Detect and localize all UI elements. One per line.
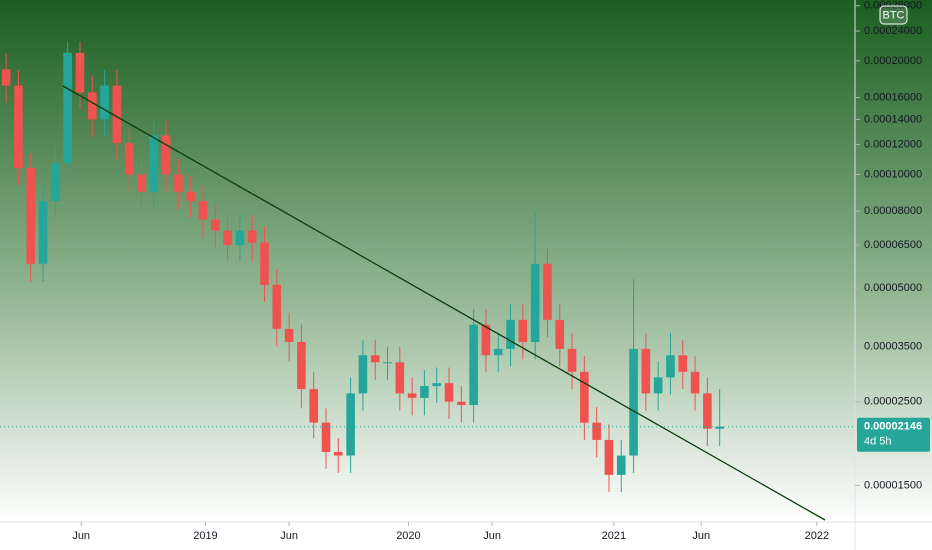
candle-body bbox=[420, 386, 429, 398]
candle-body bbox=[616, 455, 626, 475]
y-tick-label: 0.00008000 bbox=[864, 205, 922, 217]
time-axis bbox=[0, 522, 932, 550]
candle-body bbox=[481, 324, 491, 356]
currency: BTC bbox=[883, 9, 905, 21]
candle-body bbox=[715, 426, 724, 429]
candle-body bbox=[247, 230, 257, 243]
y-tick-label: 0.00003500 bbox=[864, 340, 922, 352]
candle-body bbox=[321, 422, 331, 452]
candle-body bbox=[493, 348, 503, 356]
candle-body bbox=[690, 371, 700, 394]
candle-body bbox=[641, 348, 651, 394]
candle-body bbox=[112, 85, 122, 144]
axes: 0.00001500 0.00002500 0.00003500 0.00005000… bbox=[72, 0, 930, 542]
candle-body bbox=[666, 355, 675, 378]
candle-body bbox=[346, 393, 355, 456]
y-tick-label: 0.00005000 bbox=[864, 282, 922, 294]
candle-body bbox=[580, 371, 589, 423]
candles bbox=[0, 41, 855, 493]
candle-body bbox=[334, 451, 343, 456]
candle-body bbox=[444, 383, 454, 402]
candle-body bbox=[604, 439, 614, 475]
candle-body bbox=[210, 219, 220, 231]
candle-body bbox=[555, 319, 565, 349]
candle-body bbox=[530, 263, 540, 342]
candle-body bbox=[137, 174, 146, 192]
candle-body bbox=[38, 201, 48, 264]
candle-body bbox=[678, 355, 688, 372]
candle-body bbox=[469, 324, 478, 406]
x-tick-label: 2020 bbox=[396, 530, 420, 542]
candle-body bbox=[432, 383, 442, 387]
candle-body bbox=[161, 135, 171, 175]
candle-body bbox=[592, 422, 601, 440]
candle-body bbox=[186, 191, 195, 202]
candle-body bbox=[1, 69, 11, 86]
candle-body bbox=[51, 163, 60, 202]
candle-body bbox=[309, 389, 319, 423]
candle-body bbox=[149, 135, 159, 192]
candle-body bbox=[272, 284, 282, 329]
y-tick-label: 0.00006500 bbox=[864, 239, 922, 251]
candle-body bbox=[198, 201, 208, 220]
y-tick-label: 0.00020000 bbox=[864, 55, 922, 67]
candle-body bbox=[26, 168, 36, 264]
candle-body bbox=[383, 362, 392, 364]
countdown: 4d 5h bbox=[864, 436, 892, 448]
candle-body bbox=[457, 401, 466, 406]
candle-body bbox=[629, 348, 638, 456]
candle-body bbox=[284, 328, 294, 342]
candle-body bbox=[703, 393, 712, 429]
candle-body bbox=[358, 355, 368, 394]
candle-body bbox=[75, 52, 85, 93]
candle-body bbox=[223, 230, 232, 246]
y-tick-label: 0.00016000 bbox=[864, 91, 922, 103]
x-tick-label: Jun bbox=[692, 530, 710, 542]
candle-body bbox=[297, 341, 306, 390]
candle-body bbox=[100, 85, 109, 120]
candle-body bbox=[653, 377, 663, 394]
x-tick-label: 2019 bbox=[193, 530, 217, 542]
y-tick-label: 0.00012000 bbox=[864, 139, 922, 151]
candle-body bbox=[543, 263, 552, 320]
x-tick-label: 2021 bbox=[602, 530, 626, 542]
candle-body bbox=[395, 362, 405, 394]
last-price: 0.00002146 bbox=[864, 421, 922, 433]
candle-body bbox=[174, 174, 183, 192]
trend-line[interactable] bbox=[62, 85, 826, 521]
plot-background bbox=[0, 0, 932, 522]
candle-body bbox=[518, 319, 528, 342]
candle-body bbox=[14, 85, 23, 169]
y-tick-label: 0.00001500 bbox=[864, 479, 922, 491]
y-tick-label: 0.00010000 bbox=[864, 168, 922, 180]
candle-body bbox=[87, 92, 97, 120]
candle-body bbox=[124, 143, 134, 175]
x-tick-label: Jun bbox=[280, 530, 298, 542]
candle-body bbox=[63, 52, 72, 164]
y-tick-label: 0.00024000 bbox=[864, 25, 922, 37]
candle-body bbox=[260, 242, 269, 285]
y-tick-label: 0.00014000 bbox=[864, 113, 922, 125]
candle-body bbox=[567, 348, 577, 372]
last-price-badge bbox=[857, 417, 930, 452]
y-tick-label: 0.00002500 bbox=[864, 396, 922, 408]
currency-badge[interactable] bbox=[879, 5, 908, 25]
candle-body bbox=[407, 393, 417, 398]
candle-body bbox=[370, 355, 380, 363]
x-tick-label: Jun bbox=[483, 530, 501, 542]
candle-body bbox=[506, 319, 515, 349]
candle-body bbox=[235, 230, 245, 246]
x-tick-label: 2022 bbox=[805, 530, 829, 542]
x-tick-label: Jun bbox=[72, 530, 90, 542]
